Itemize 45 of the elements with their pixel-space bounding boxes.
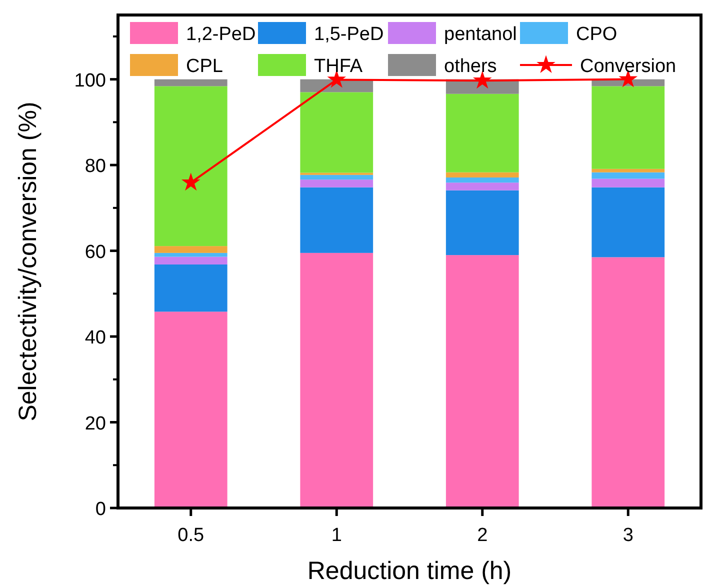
bar [154, 264, 228, 312]
bar [446, 177, 519, 183]
bar [592, 86, 665, 169]
x-axis-title: Reduction time (h) [307, 557, 512, 585]
bar [154, 79, 228, 86]
bar [154, 256, 228, 264]
legend-label: pentanol [444, 24, 517, 45]
bar [592, 172, 665, 179]
y-tick-label: 40 [84, 328, 106, 349]
point [181, 172, 200, 191]
bar [154, 252, 228, 257]
bar [154, 312, 228, 508]
bar [446, 255, 519, 508]
bar [300, 92, 374, 173]
bar [300, 187, 374, 253]
y-tick-label: 80 [84, 156, 106, 178]
bar [592, 168, 665, 172]
bar [300, 252, 374, 508]
bar [300, 180, 374, 188]
x-tick-label: 1 [331, 525, 342, 546]
legend-label: others [444, 56, 497, 77]
legend-label: 1,2-PeD [186, 24, 256, 45]
bar [446, 94, 519, 172]
bar [446, 172, 519, 178]
y-tick-label: 100 [74, 70, 106, 92]
y-tick-label: 20 [84, 413, 106, 434]
bar [154, 86, 228, 246]
y-axis-title: Selectectivity/conversion (%) [14, 102, 42, 422]
bar [446, 182, 519, 190]
bar [300, 174, 374, 180]
y-tick-label: 0 [95, 499, 106, 520]
y-tick-label: 60 [84, 242, 106, 263]
x-tick-label: 3 [622, 525, 634, 546]
legend-label: THFA [314, 56, 363, 77]
bar [592, 178, 665, 188]
legend-label: Conversion [580, 56, 676, 77]
bar [592, 257, 665, 508]
x-tick-label: 2 [477, 525, 488, 546]
legend-label: CPO [576, 24, 618, 45]
bar [446, 190, 519, 256]
legend-label: 1,5-PeD [314, 24, 384, 45]
legend-label: CPL [186, 56, 223, 77]
x-tick-label: 0.5 [178, 525, 204, 546]
bar [592, 187, 665, 258]
bar [154, 246, 228, 253]
